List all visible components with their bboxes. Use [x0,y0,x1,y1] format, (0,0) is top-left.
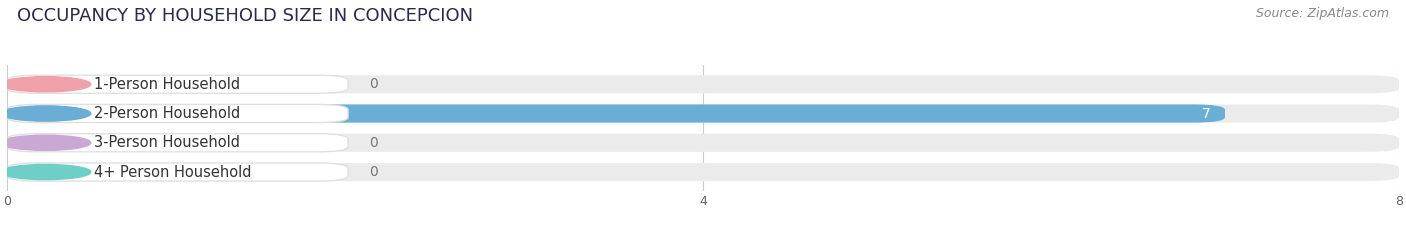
FancyBboxPatch shape [7,104,1399,123]
FancyBboxPatch shape [7,104,1225,123]
FancyBboxPatch shape [7,75,1399,93]
Text: 0: 0 [368,77,378,91]
Text: Source: ZipAtlas.com: Source: ZipAtlas.com [1256,7,1389,20]
Circle shape [0,106,91,121]
Text: 0: 0 [368,165,378,179]
FancyBboxPatch shape [7,134,1399,152]
FancyBboxPatch shape [7,163,1399,181]
Text: 3-Person Household: 3-Person Household [94,135,240,150]
Circle shape [0,164,91,180]
Text: 0: 0 [368,136,378,150]
Text: 7: 7 [1202,106,1211,120]
Circle shape [0,135,91,150]
FancyBboxPatch shape [7,163,349,181]
FancyBboxPatch shape [7,104,349,123]
Text: 4+ Person Household: 4+ Person Household [94,164,252,180]
Circle shape [0,77,91,92]
Text: 1-Person Household: 1-Person Household [94,77,240,92]
FancyBboxPatch shape [7,75,349,93]
Text: 2-Person Household: 2-Person Household [94,106,240,121]
FancyBboxPatch shape [7,134,349,152]
Text: OCCUPANCY BY HOUSEHOLD SIZE IN CONCEPCION: OCCUPANCY BY HOUSEHOLD SIZE IN CONCEPCIO… [17,7,472,25]
